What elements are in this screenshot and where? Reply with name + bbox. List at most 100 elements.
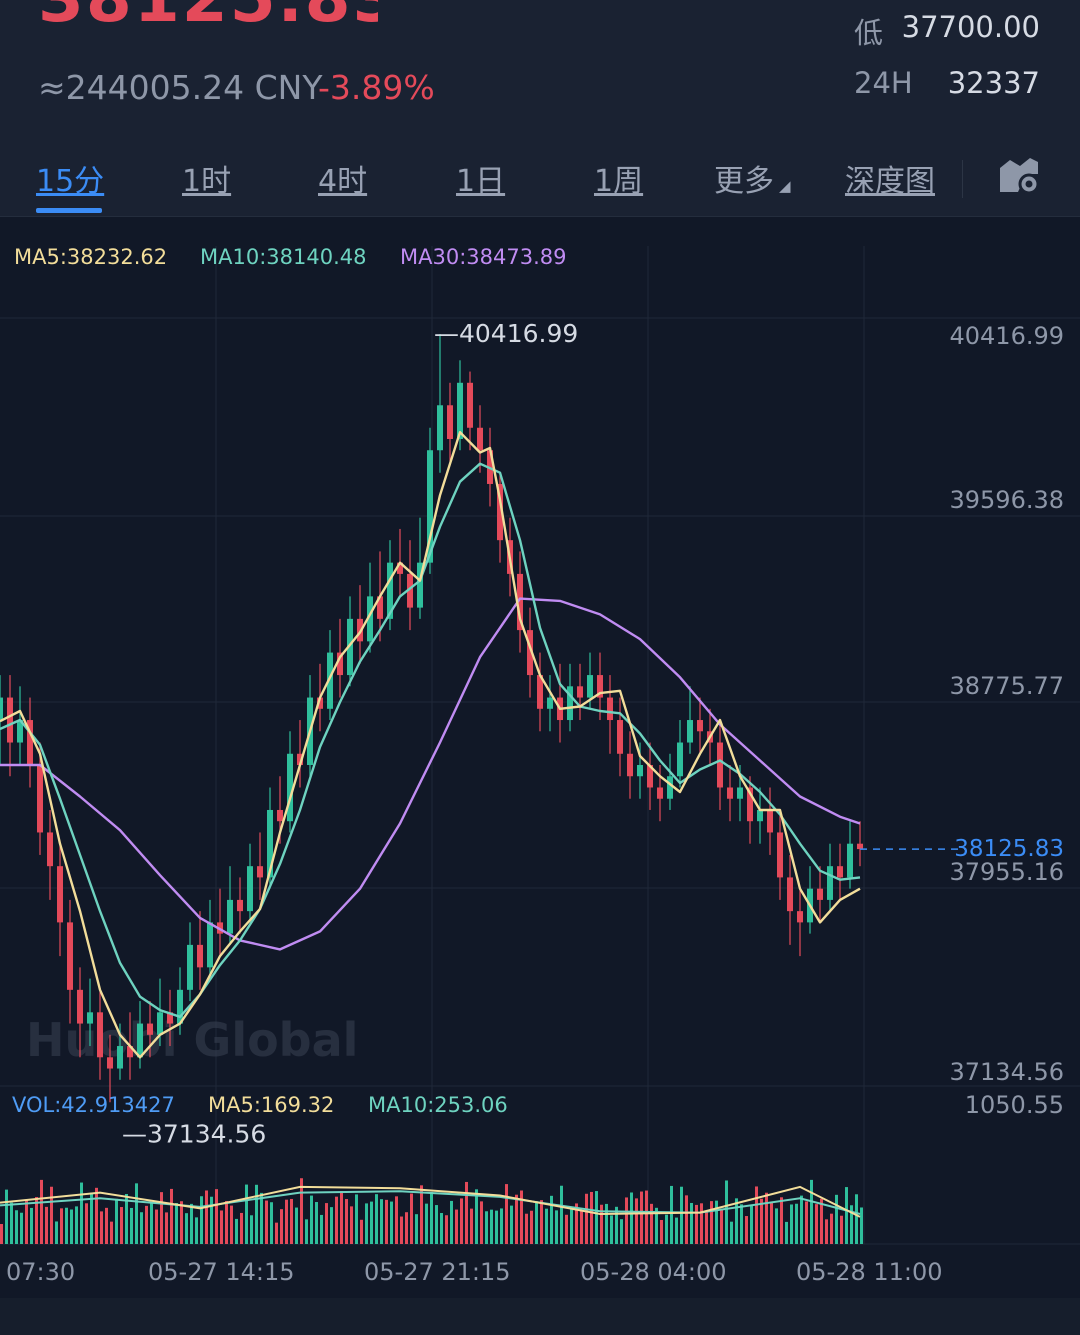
- candle-body: [177, 989, 183, 1024]
- candle-body: [857, 843, 863, 850]
- candle-body: [787, 877, 793, 912]
- volume-bar: [240, 1212, 243, 1244]
- candle-body: [17, 720, 23, 743]
- tab-15min[interactable]: 15分: [36, 164, 105, 199]
- volume-bar: [415, 1214, 418, 1244]
- volume-bar: [530, 1210, 533, 1244]
- volume-bar: [370, 1201, 373, 1244]
- volume-bar: [765, 1192, 768, 1244]
- bottom-bar: [0, 1298, 1080, 1335]
- volume-bar: [510, 1205, 513, 1244]
- candle-body: [597, 675, 603, 698]
- volume-bar: [55, 1221, 58, 1244]
- volume-bar: [825, 1219, 828, 1244]
- chart-settings-icon[interactable]: [996, 154, 1042, 196]
- candle-body: [367, 596, 373, 642]
- tab-more-label: 更多: [714, 164, 774, 199]
- volume-bar: [700, 1203, 703, 1244]
- volume-bar: [520, 1190, 523, 1244]
- legend-ma5: MA5:38232.62: [14, 245, 167, 269]
- tab-depth-chart[interactable]: 深度图: [845, 164, 935, 199]
- volume-bar: [735, 1198, 738, 1244]
- volume-bar: [20, 1212, 23, 1244]
- volume-bar: [640, 1191, 643, 1244]
- volume-bar: [150, 1202, 153, 1244]
- volume-bar: [660, 1219, 663, 1244]
- candle-body: [397, 562, 403, 574]
- candle-body: [577, 686, 583, 698]
- volume-bar: [740, 1204, 743, 1244]
- candle-body: [267, 809, 273, 878]
- last-price-value: 38125.83: [38, 0, 378, 36]
- volume-bar: [305, 1219, 308, 1244]
- tab-1week[interactable]: 1周: [594, 164, 644, 199]
- volume-bar: [25, 1199, 28, 1244]
- volume-bar: [385, 1199, 388, 1244]
- volume-bar: [450, 1200, 453, 1244]
- volume-bar: [630, 1192, 633, 1244]
- candle-body: [117, 1046, 123, 1069]
- kline-chart[interactable]: MA5:38232.62 MA10:38140.48 MA30:38473.89…: [0, 216, 1080, 1298]
- volume-bar: [695, 1204, 698, 1244]
- volume-bar: [105, 1207, 108, 1244]
- volume-bar: [365, 1203, 368, 1244]
- tab-4hour[interactable]: 4时: [318, 164, 368, 199]
- volume-bar: [70, 1209, 73, 1244]
- volume-bar: [655, 1207, 658, 1244]
- volume-bar: [115, 1198, 118, 1244]
- candle-body: [457, 382, 463, 439]
- volume-bar: [455, 1209, 458, 1244]
- volume-ma10-line: [0, 1190, 861, 1215]
- volume-bar: [250, 1215, 253, 1244]
- y-tick-label: 39596.38: [949, 486, 1064, 514]
- volume-bar: [220, 1210, 223, 1244]
- candle-body: [737, 787, 743, 799]
- volume-bar: [635, 1198, 638, 1244]
- volume-bar: [665, 1214, 668, 1244]
- volume-ma-lines: [0, 1185, 861, 1218]
- price-legend: MA5:38232.62 MA10:38140.48 MA30:38473.89: [14, 245, 566, 269]
- tab-1day[interactable]: 1日: [456, 164, 506, 199]
- volume-bar: [810, 1179, 813, 1244]
- candle-body: [547, 697, 553, 709]
- volume-bar: [15, 1210, 18, 1244]
- volume-bar: [605, 1203, 608, 1244]
- candle-body: [47, 832, 53, 867]
- volume-bar: [205, 1190, 208, 1244]
- volume-max-label: 1050.55: [965, 1091, 1064, 1119]
- volume-legend-ma10: MA10:253.06: [368, 1093, 508, 1117]
- cny-equivalent: ≈244005.24 CNY: [38, 68, 323, 107]
- tab-1hour[interactable]: 1时: [182, 164, 232, 199]
- candle-body: [337, 652, 343, 676]
- volume-bar: [280, 1209, 283, 1244]
- volume-bar: [495, 1210, 498, 1244]
- candle-body: [757, 809, 763, 822]
- candle-body: [257, 866, 263, 878]
- candle-body: [417, 562, 423, 608]
- tab-more[interactable]: 更多 ◢: [714, 156, 791, 200]
- volume-bar: [485, 1211, 488, 1244]
- candle-body: [0, 697, 3, 722]
- volume-bar: [40, 1179, 43, 1244]
- candle-body: [77, 989, 83, 1024]
- volume-bar: [785, 1221, 788, 1244]
- volume-bar: [465, 1181, 468, 1244]
- volume-bars: [0, 1178, 863, 1244]
- legend-ma10: MA10:38140.48: [200, 245, 366, 269]
- candle-body: [837, 866, 843, 878]
- volume-24h-label: 24H: [854, 66, 913, 100]
- volume-bar: [0, 1224, 3, 1244]
- x-tick-label: 05-28 11:00: [796, 1258, 943, 1286]
- candlesticks: [0, 333, 863, 1103]
- high-price-marker: —40416.99: [434, 319, 578, 348]
- caret-down-icon: ◢: [779, 177, 791, 195]
- volume-bar: [645, 1190, 648, 1244]
- volume-bar: [620, 1219, 623, 1244]
- volume-bar: [90, 1192, 93, 1244]
- volume-bar: [685, 1195, 688, 1244]
- volume-bar: [340, 1190, 343, 1244]
- volume-bar: [140, 1212, 143, 1244]
- volume-bar: [425, 1203, 428, 1244]
- candle-body: [7, 697, 13, 743]
- volume-bar: [515, 1194, 518, 1244]
